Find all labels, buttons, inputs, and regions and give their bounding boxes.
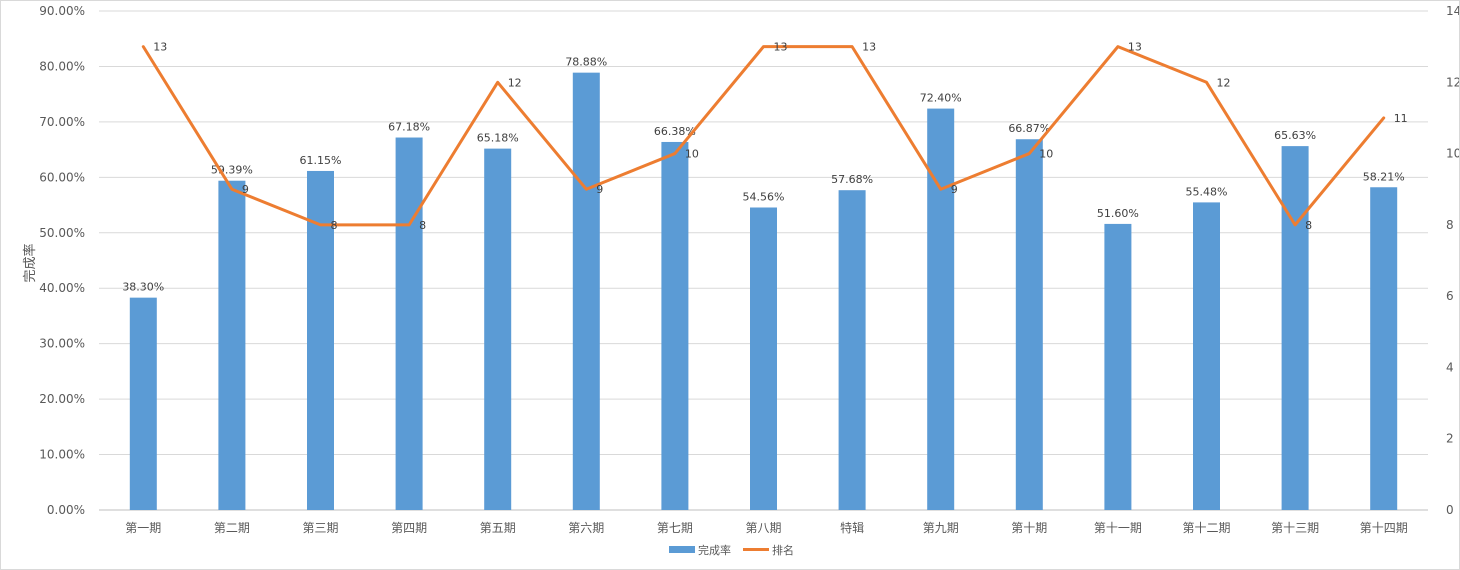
right-tick-label: 12: [1446, 75, 1459, 89]
category-label: 第十四期: [1360, 521, 1408, 535]
line-data-label: 13: [774, 41, 788, 54]
bar-data-labels: 38.30%59.39%61.15%67.18%65.18%78.88%66.3…: [122, 56, 1404, 294]
bar-data-label: 55.48%: [1186, 185, 1228, 198]
right-tick-label: 4: [1446, 360, 1454, 374]
right-tick-label: 6: [1446, 289, 1454, 303]
bar-data-label: 66.87%: [1008, 122, 1050, 135]
line-data-label: 12: [508, 76, 522, 89]
line-data-label: 10: [685, 148, 699, 161]
category-labels: 第一期 第二期 第三期 第四期 第五期 第六期 第七期 第八期 特辑 第九期 第十期 第十一期 第十二期…: [125, 520, 1407, 535]
bar: [307, 170, 334, 511]
rank-line: [141, 45, 1386, 227]
bar-series: [129, 72, 1398, 511]
category-label: 第九期: [923, 521, 959, 535]
bar: [129, 297, 157, 510]
line-data-label: 9: [242, 183, 249, 196]
bar: [395, 137, 423, 510]
left-tick-label: 40.00%: [39, 281, 85, 295]
bar-data-label: 65.18%: [477, 132, 519, 145]
category-label: 第六期: [568, 521, 604, 535]
category-label: 第十一期: [1094, 521, 1142, 535]
bar: [218, 180, 246, 510]
bar-data-label: 38.30%: [122, 281, 164, 294]
line-data-label: 9: [951, 183, 958, 196]
left-tick-label: 0.00%: [47, 503, 85, 517]
bar: [1281, 146, 1309, 511]
bar-data-label: 54.56%: [743, 190, 785, 203]
category-label: 第十二期: [1182, 521, 1230, 535]
line-data-label: 13: [862, 41, 876, 54]
bar-data-label: 61.15%: [300, 154, 342, 167]
left-tick-label: 70.00%: [39, 115, 85, 129]
bar-data-label: 78.88%: [565, 56, 607, 69]
bar: [1015, 139, 1043, 511]
right-axis-ticks: 0 2 4 6 8 10 12 14: [1446, 4, 1459, 517]
bar-data-label: 67.18%: [388, 121, 430, 134]
category-label: 第四期: [391, 521, 427, 535]
category-label: 第三期: [302, 521, 338, 535]
left-tick-label: 90.00%: [39, 4, 85, 18]
line-data-label: 8: [419, 219, 426, 232]
left-tick-label: 20.00%: [39, 392, 85, 406]
category-label: 特辑: [840, 520, 864, 535]
bar-data-label: 51.60%: [1097, 207, 1139, 220]
bar-data-label: 66.38%: [654, 125, 696, 138]
bar: [1104, 223, 1132, 510]
bar: [661, 141, 689, 510]
left-tick-label: 30.00%: [39, 337, 85, 351]
left-tick-label: 10.00%: [39, 448, 85, 462]
bar-data-label: 65.63%: [1274, 129, 1316, 142]
category-label: 第二期: [214, 521, 250, 535]
legend: 完成率 排名: [669, 543, 794, 557]
bar-data-label: 72.40%: [920, 92, 962, 105]
category-label: 第十期: [1011, 521, 1047, 535]
bar: [1193, 202, 1220, 510]
left-axis-ticks: 0.00% 10.00% 20.00% 30.00% 40.00% 50.00% 60.00…: [39, 4, 85, 517]
category-label: 第八期: [745, 521, 781, 535]
y-axis-title: 完成率: [22, 243, 38, 282]
right-tick-label: 2: [1446, 432, 1454, 446]
category-label: 第十三期: [1271, 521, 1319, 535]
legend-line-label: 排名: [772, 543, 794, 557]
line-data-label: 8: [331, 219, 338, 232]
legend-bar-swatch: [669, 546, 695, 553]
bar-data-label: 57.68%: [831, 173, 873, 186]
category-label: 第一期: [125, 521, 161, 535]
category-label: 第七期: [657, 521, 693, 535]
right-tick-label: 8: [1446, 218, 1454, 232]
right-tick-label: 0: [1446, 503, 1454, 517]
left-tick-label: 50.00%: [39, 226, 85, 240]
left-tick-label: 60.00%: [39, 170, 85, 184]
line-series: [141, 45, 1386, 227]
bar: [750, 207, 777, 510]
line-data-label: 13: [1128, 41, 1142, 54]
bar: [927, 108, 955, 511]
bar: [572, 72, 600, 510]
line-data-label: 11: [1394, 112, 1408, 125]
bar: [1370, 187, 1398, 511]
legend-bar-label: 完成率: [698, 543, 731, 557]
right-tick-label: 14: [1446, 4, 1459, 18]
line-data-labels: 13 9 8 8 12 9 10 13 13 9 10 13 12 8 11: [153, 41, 1407, 232]
bar-data-label: 58.21%: [1363, 170, 1405, 183]
bar: [484, 148, 512, 511]
right-tick-label: 10: [1446, 147, 1459, 161]
line-data-label: 13: [153, 41, 167, 54]
line-data-label: 8: [1305, 219, 1312, 232]
line-data-label: 9: [596, 183, 603, 196]
left-tick-label: 80.00%: [39, 59, 85, 73]
line-data-label: 12: [1217, 76, 1231, 89]
category-label: 第五期: [480, 521, 516, 535]
line-data-label: 10: [1039, 148, 1053, 161]
bar: [838, 190, 866, 510]
